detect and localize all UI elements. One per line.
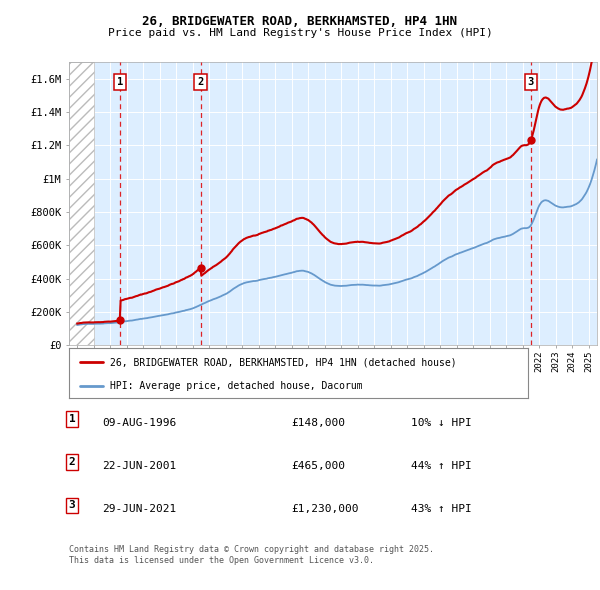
Text: 26, BRIDGEWATER ROAD, BERKHAMSTED, HP4 1HN (detached house): 26, BRIDGEWATER ROAD, BERKHAMSTED, HP4 1… (110, 357, 457, 367)
Text: Price paid vs. HM Land Registry's House Price Index (HPI): Price paid vs. HM Land Registry's House … (107, 28, 493, 38)
Text: 10% ↓ HPI: 10% ↓ HPI (411, 418, 472, 428)
Text: 26, BRIDGEWATER ROAD, BERKHAMSTED, HP4 1HN: 26, BRIDGEWATER ROAD, BERKHAMSTED, HP4 1… (143, 15, 458, 28)
Text: £1,230,000: £1,230,000 (291, 504, 359, 514)
Text: HPI: Average price, detached house, Dacorum: HPI: Average price, detached house, Daco… (110, 381, 363, 391)
Text: £465,000: £465,000 (291, 461, 345, 471)
Text: 2: 2 (197, 77, 203, 87)
Text: 44% ↑ HPI: 44% ↑ HPI (411, 461, 472, 471)
Text: 43% ↑ HPI: 43% ↑ HPI (411, 504, 472, 514)
Text: 1: 1 (68, 414, 76, 424)
Text: £148,000: £148,000 (291, 418, 345, 428)
Text: 3: 3 (68, 500, 76, 510)
Text: 29-JUN-2021: 29-JUN-2021 (102, 504, 176, 514)
Text: 22-JUN-2001: 22-JUN-2001 (102, 461, 176, 471)
Text: 2: 2 (68, 457, 76, 467)
Text: 09-AUG-1996: 09-AUG-1996 (102, 418, 176, 428)
Text: Contains HM Land Registry data © Crown copyright and database right 2025.
This d: Contains HM Land Registry data © Crown c… (69, 545, 434, 565)
Text: 3: 3 (528, 77, 534, 87)
Bar (69, 62, 94, 345)
Text: 1: 1 (117, 77, 123, 87)
